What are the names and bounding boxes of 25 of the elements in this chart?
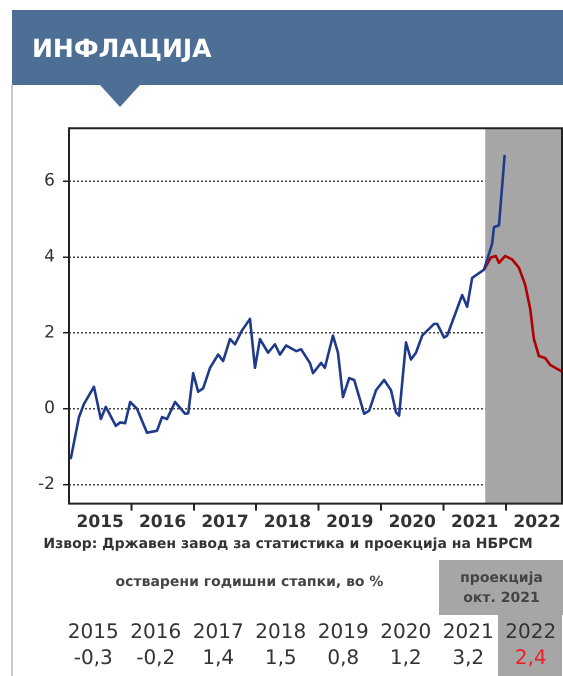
text: 2021 3,2 xyxy=(442,618,495,670)
y-tick-label: 0 xyxy=(44,398,55,418)
x-tick-label: 2019 xyxy=(326,512,374,532)
y-tick-label: 6 xyxy=(44,170,55,191)
text: 2020 1,2 xyxy=(379,618,432,670)
chart-title: ИНФЛАЦИЈА xyxy=(32,34,212,63)
x-tick-label: 2021 xyxy=(450,512,498,532)
x-tick-label: 2022 xyxy=(513,512,561,532)
text: 2016 -0,2 xyxy=(129,618,182,670)
text: проекција окт. 2021 xyxy=(439,560,563,615)
y-tick-label: -2 xyxy=(38,474,55,494)
text: 2022 2,4 xyxy=(504,618,558,670)
y-tick-label: 2 xyxy=(44,322,55,342)
x-tick-label: 2016 xyxy=(138,512,186,532)
text: 2015 -0,3 xyxy=(66,618,120,670)
x-tick-label: 2020 xyxy=(388,512,436,532)
x-tick-label: 2015 xyxy=(76,512,124,532)
text: 2018 1,5 xyxy=(254,618,308,670)
text: Извор: Државен завод за статистика и проекција на НБРСМ xyxy=(42,536,534,552)
x-tick-label: 2017 xyxy=(201,512,249,532)
text: 2019 0,8 xyxy=(316,618,370,670)
y-tick-label: 4 xyxy=(44,246,55,267)
text: 2017 1,4 xyxy=(192,618,245,670)
text: остварени годишни стапки, во % xyxy=(114,574,384,590)
x-tick-label: 2018 xyxy=(264,512,312,532)
